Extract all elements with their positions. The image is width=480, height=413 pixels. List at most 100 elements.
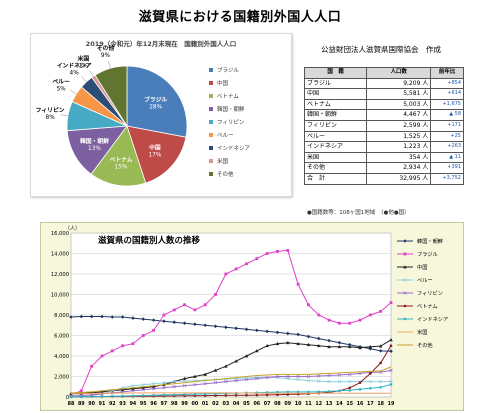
data-point bbox=[389, 379, 393, 384]
data-point bbox=[275, 330, 280, 335]
data-point bbox=[79, 389, 83, 393]
pie-chart-panel: 2019（令和元）年12月末現在 国籍別外国人人口 ブラジル 28% 中国 17% ベト… bbox=[30, 33, 292, 197]
data-point bbox=[265, 329, 269, 334]
data-point bbox=[368, 313, 372, 317]
data-point bbox=[358, 388, 362, 391]
cell-nationality: 米国 bbox=[303, 151, 368, 164]
x-tick-label: 09 bbox=[284, 401, 291, 407]
data-point bbox=[337, 321, 341, 325]
data-point bbox=[275, 374, 280, 379]
cell-change: +263 bbox=[430, 141, 464, 153]
pie-leader-line bbox=[81, 76, 87, 83]
data-point bbox=[389, 337, 393, 342]
data-point bbox=[172, 379, 176, 384]
pie-legend-swatch bbox=[209, 133, 213, 137]
x-tick-label: 93 bbox=[119, 401, 126, 407]
data-point bbox=[317, 390, 321, 393]
data-point bbox=[265, 393, 269, 397]
series-line bbox=[70, 369, 392, 397]
pie-slice-label: インドネシア bbox=[57, 62, 92, 70]
data-point bbox=[255, 257, 259, 261]
data-point bbox=[347, 372, 352, 377]
data-point bbox=[255, 393, 259, 397]
data-point bbox=[203, 303, 207, 307]
y-tick-label: 16,000 bbox=[51, 231, 69, 237]
data-point bbox=[193, 382, 197, 387]
data-point bbox=[131, 394, 135, 398]
data-point bbox=[296, 374, 300, 379]
nationality-table: 国 籍 人口数 前年比 ブラジル 9,209 人 +854 中国 5,581 人 +614… bbox=[303, 67, 464, 185]
data-point bbox=[403, 304, 407, 308]
table-row: 中国 5,581 人 +614 bbox=[303, 88, 464, 100]
data-point bbox=[358, 381, 362, 384]
x-tick-label: 16 bbox=[357, 401, 364, 407]
data-point bbox=[234, 393, 238, 397]
series-line bbox=[70, 249, 392, 396]
pie-slice-percent: 17% bbox=[148, 153, 161, 159]
data-point bbox=[307, 303, 310, 307]
header-nationality: 国 籍 bbox=[303, 67, 368, 79]
data-point bbox=[131, 342, 135, 346]
data-point bbox=[151, 381, 156, 386]
data-point bbox=[183, 393, 186, 396]
pie-legend-swatch bbox=[209, 120, 213, 124]
pie-slice-label: その他 bbox=[97, 44, 115, 52]
cell-change: +614 bbox=[430, 88, 464, 100]
data-point bbox=[347, 344, 352, 349]
data-point bbox=[110, 349, 114, 353]
cell-change: +171 bbox=[430, 119, 464, 132]
header-population: 人口数 bbox=[366, 67, 432, 79]
data-point bbox=[327, 373, 331, 378]
pie-slice-percent: 28% bbox=[149, 104, 162, 110]
data-point bbox=[141, 334, 145, 337]
y-tick-label: 4,000 bbox=[54, 354, 69, 360]
data-point bbox=[234, 267, 238, 271]
y-tick-label: 2,000 bbox=[54, 375, 69, 381]
data-point bbox=[403, 239, 407, 243]
data-point bbox=[403, 252, 407, 256]
data-point bbox=[255, 376, 259, 381]
pie-slice-1 bbox=[126, 125, 187, 184]
pie-slice-2 bbox=[90, 125, 147, 187]
x-tick-label: 07 bbox=[264, 401, 271, 407]
data-point bbox=[245, 262, 248, 266]
pie-legend-label: フィリピン bbox=[217, 119, 245, 126]
data-point bbox=[348, 386, 352, 390]
data-point bbox=[89, 314, 94, 319]
data-point bbox=[255, 328, 259, 333]
data-point bbox=[389, 383, 393, 386]
cell-change: +854 bbox=[430, 77, 464, 90]
x-tick-label: 06 bbox=[253, 401, 260, 407]
y-tick-label: 10,000 bbox=[51, 293, 69, 299]
data-point bbox=[378, 349, 383, 353]
data-point bbox=[203, 381, 207, 386]
pie-legend-label: ブラジル bbox=[217, 66, 239, 74]
data-point bbox=[403, 278, 407, 282]
data-point bbox=[368, 379, 373, 384]
data-point bbox=[172, 308, 176, 312]
cell-change: ▲ 58 bbox=[430, 109, 464, 121]
data-point bbox=[286, 390, 290, 394]
pie-slice-0 bbox=[126, 65, 188, 138]
data-point bbox=[327, 344, 331, 349]
legend-label: ブラジル bbox=[417, 250, 438, 258]
data-point bbox=[389, 368, 393, 373]
pie-legend-label: ベトナム bbox=[217, 93, 239, 100]
series-line bbox=[70, 377, 392, 398]
x-tick-label: 12 bbox=[315, 401, 322, 407]
data-point bbox=[110, 394, 114, 398]
cell-population: 1,223 人 bbox=[366, 141, 432, 153]
data-point bbox=[389, 344, 393, 348]
pie-slice-label: 米国 bbox=[77, 54, 90, 62]
x-tick-label: 97 bbox=[161, 401, 168, 407]
data-point bbox=[327, 338, 331, 343]
x-tick-label: 92 bbox=[109, 401, 116, 407]
legend-label: その他 bbox=[417, 341, 433, 349]
pie-legend-label: 中国 bbox=[217, 79, 229, 87]
data-point bbox=[234, 378, 238, 383]
x-tick-label: 17 bbox=[367, 401, 374, 407]
data-point bbox=[358, 318, 362, 322]
x-tick-label: 98 bbox=[171, 401, 178, 407]
pie-slice-label: 韓国・朝鮮 bbox=[80, 137, 109, 145]
data-point bbox=[379, 309, 383, 313]
